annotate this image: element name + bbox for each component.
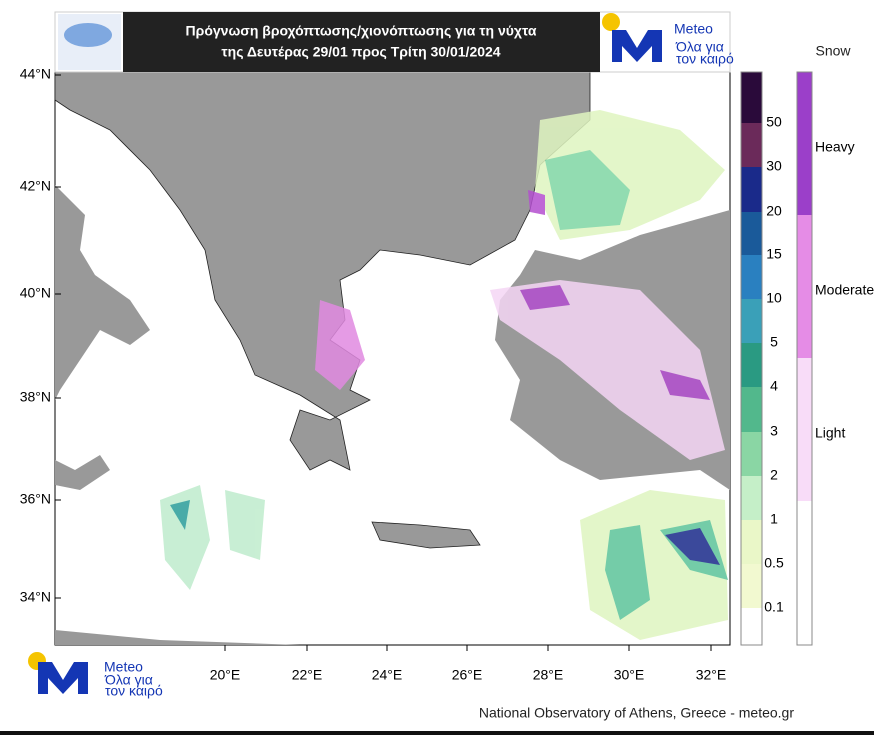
- lon-label: 28°E: [533, 667, 564, 683]
- precip-label: 20: [766, 203, 782, 219]
- precip-bar-frame: [740, 71, 763, 646]
- map: [54, 71, 731, 646]
- precip-label: 4: [770, 378, 778, 394]
- precip-swatch: [741, 387, 762, 432]
- precip-label: 0.5: [764, 555, 784, 571]
- precip-swatch: [741, 255, 762, 299]
- precip-area: [545, 150, 630, 230]
- precip-area: [665, 528, 720, 565]
- precip-swatch: [741, 520, 762, 564]
- precip-swatch: [741, 608, 762, 645]
- snow-swatch: [797, 215, 812, 358]
- logo-sun: [602, 13, 620, 31]
- lon-label: 26°E: [452, 667, 483, 683]
- snow-label: Light: [815, 425, 845, 441]
- lat-label: 36°N: [20, 491, 51, 507]
- lon-label: 32°E: [696, 667, 727, 683]
- precip-swatch: [741, 343, 762, 387]
- precip-label: 0.1: [764, 599, 784, 615]
- snow-area: [490, 280, 725, 460]
- lon-label: 22°E: [292, 667, 323, 683]
- logo-name: Meteo: [104, 659, 143, 675]
- precip-label: 3: [770, 423, 778, 439]
- land-crete: [371, 521, 481, 549]
- title-bar: [123, 12, 600, 72]
- precip-label: 50: [766, 114, 782, 130]
- logo-tagline: Όλα για: [675, 39, 724, 55]
- precip-swatch: [741, 299, 762, 343]
- lon-label: 30°E: [614, 667, 645, 683]
- land-sicily: [55, 455, 110, 490]
- lat-label: 40°N: [20, 285, 51, 301]
- precip-label: 15: [766, 246, 782, 262]
- precip-swatch: [741, 123, 762, 167]
- precip-label: 5: [770, 334, 778, 350]
- snow-area: [520, 190, 710, 400]
- precip-swatch: [741, 476, 762, 520]
- precip-label: 2: [770, 467, 778, 483]
- land-italy: [55, 185, 150, 400]
- precip-label: 10: [766, 290, 782, 306]
- lon-label: 24°E: [372, 667, 403, 683]
- land-anatolia: [55, 72, 730, 490]
- cloud-icon: [64, 23, 112, 47]
- bottom-rule: [0, 731, 874, 735]
- logo-tagline: τον καιρό: [676, 51, 734, 67]
- lat-label: 42°N: [20, 178, 51, 194]
- snow-swatch: [797, 358, 812, 501]
- logo-name: Meteo: [674, 21, 713, 37]
- precip-swatch: [741, 432, 762, 476]
- logo-tagline: Όλα για: [104, 672, 153, 688]
- precip-label: 1: [770, 511, 778, 527]
- precip-swatch: [741, 167, 762, 212]
- lat-label: 44°N: [20, 66, 51, 82]
- lon-label: 20°E: [210, 667, 241, 683]
- snow-swatch: [797, 72, 812, 215]
- lat-label: 34°N: [20, 589, 51, 605]
- precip-swatch: [741, 212, 762, 255]
- title-line: της Δευτέρας 29/01 προς Τρίτη 30/01/2024: [221, 44, 500, 60]
- title-line: Πρόγνωση βροχόπτωσης/χιονόπτωσης για τη …: [186, 23, 537, 39]
- footer-credit: National Observatory of Athens, Greece -…: [479, 705, 794, 721]
- snow-area: [315, 300, 365, 390]
- snow-label: Heavy: [815, 139, 855, 155]
- lat-label: 38°N: [20, 389, 51, 405]
- land-balkans: [54, 71, 591, 471]
- snow-label: Moderate: [815, 282, 874, 298]
- land-africa: [55, 630, 300, 645]
- precip-label: 30: [766, 158, 782, 174]
- logo-m: [38, 662, 88, 694]
- precip-swatch: [741, 72, 762, 123]
- logo-tagline: τον καιρό: [105, 683, 163, 699]
- snow-legend-title: Snow: [815, 43, 851, 59]
- snow-bar-frame: [796, 71, 813, 646]
- logo-m: [612, 30, 662, 62]
- precip-area: [170, 500, 190, 530]
- precip-swatch: [741, 564, 762, 608]
